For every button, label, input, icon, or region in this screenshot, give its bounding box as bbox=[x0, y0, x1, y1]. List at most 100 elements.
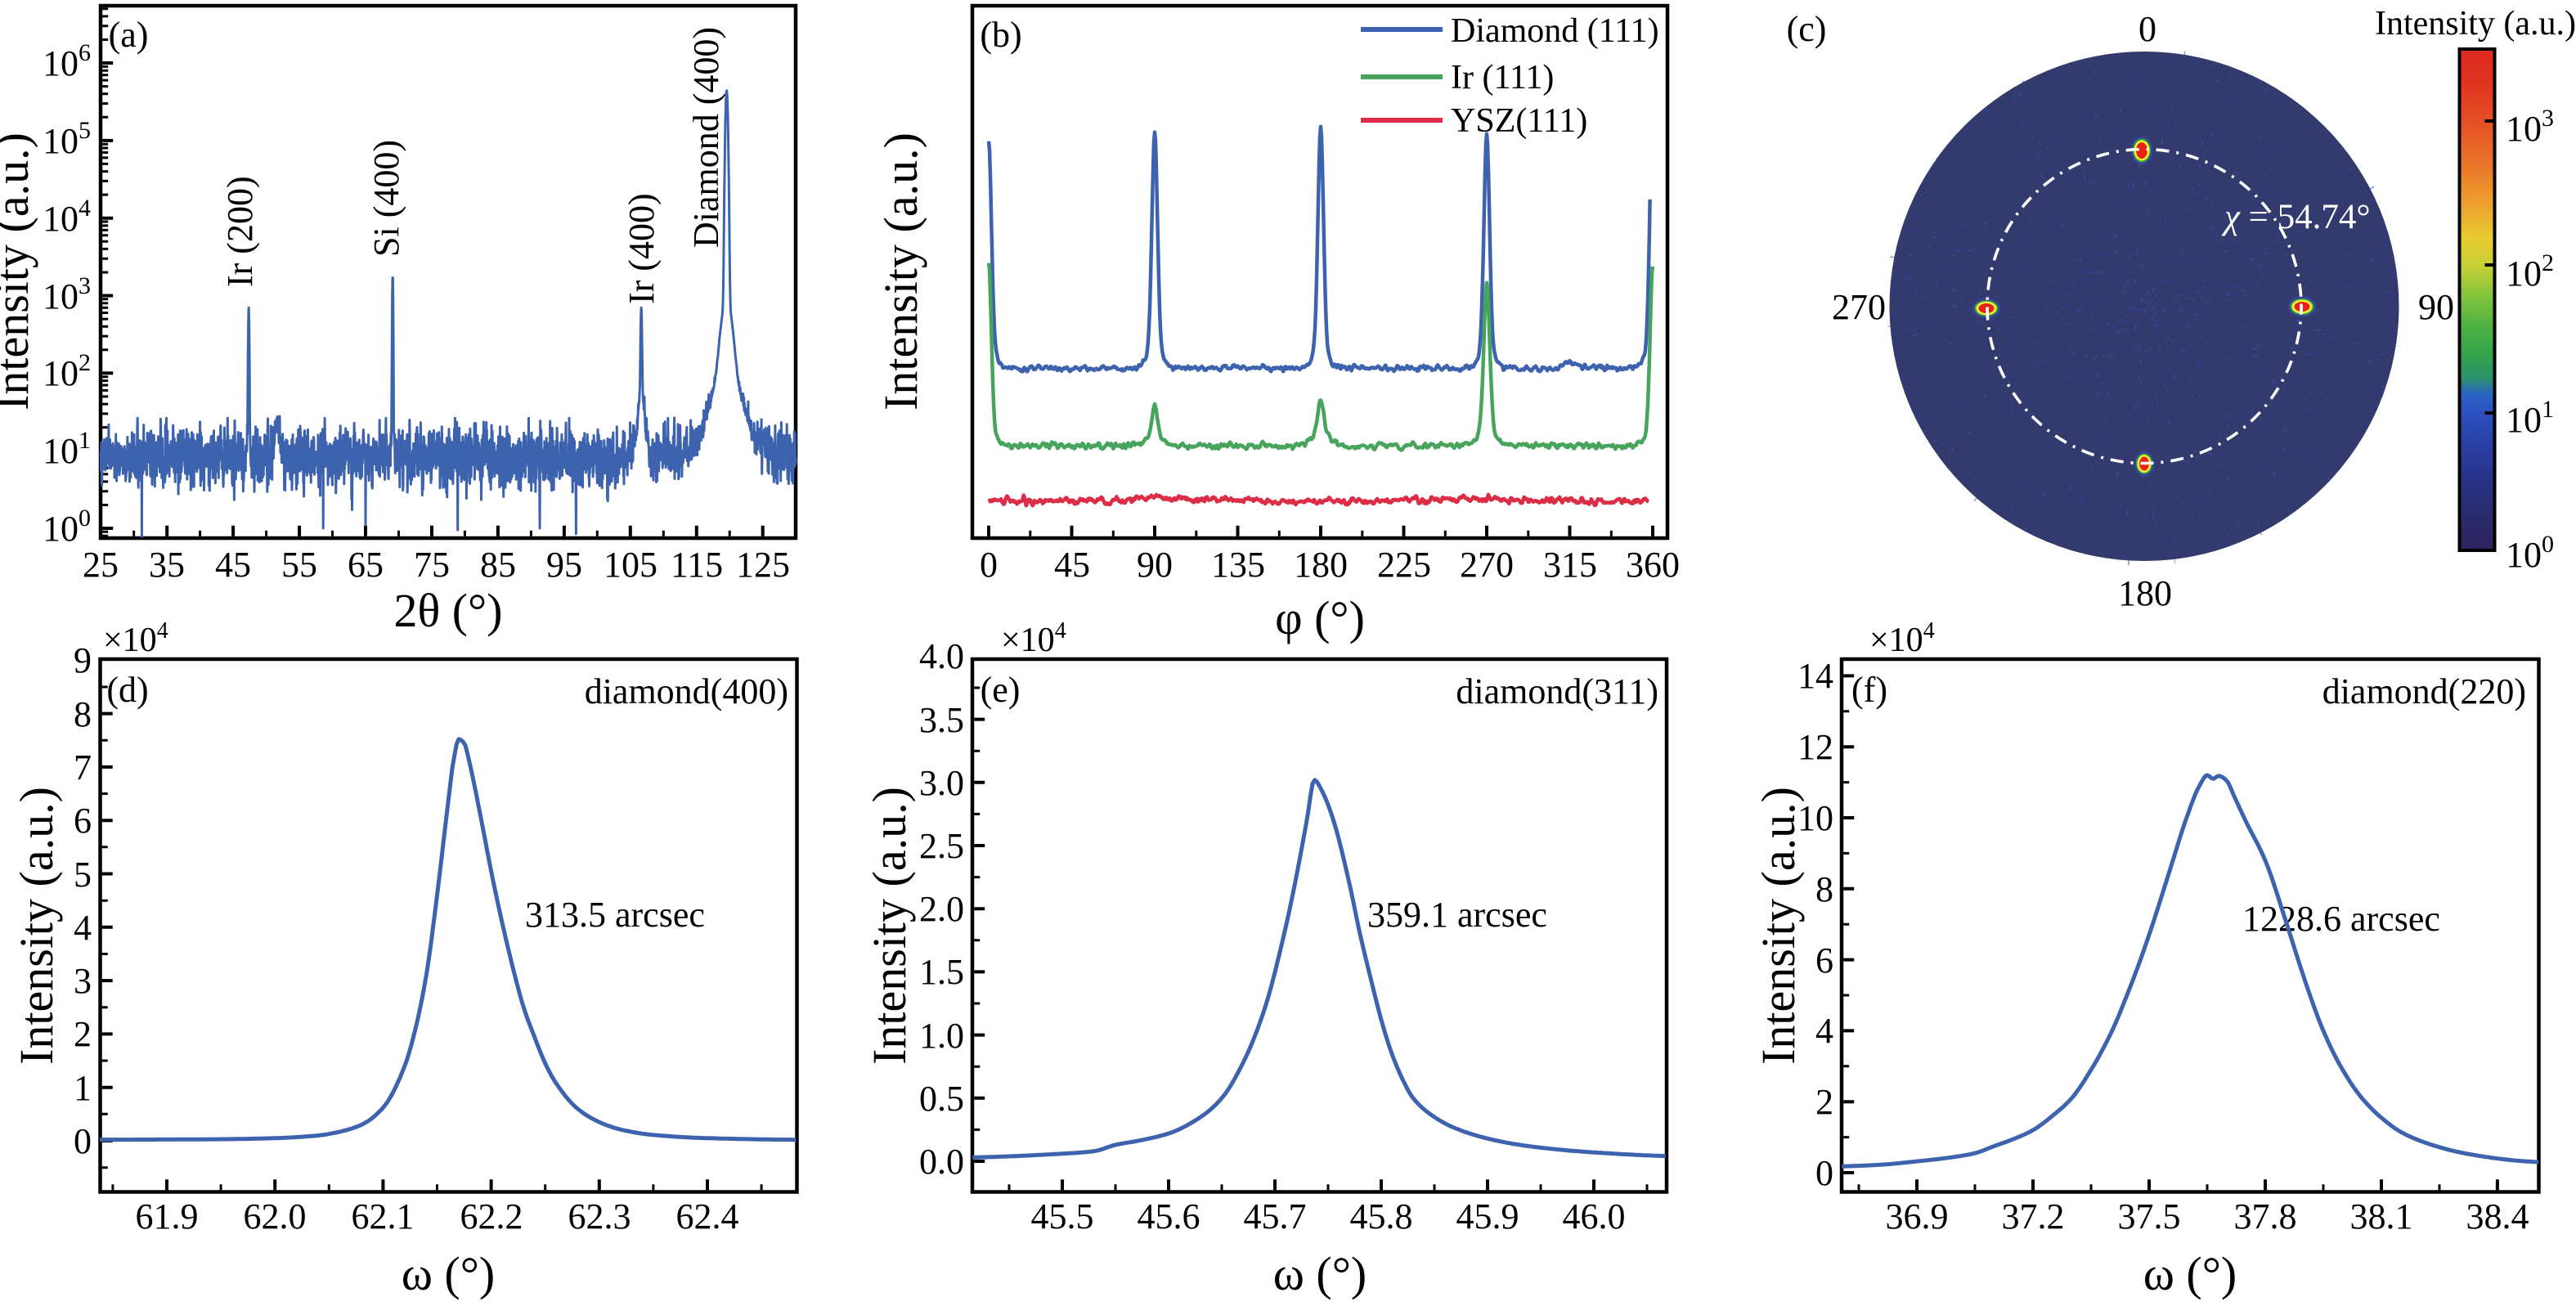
svg-text:62.1: 62.1 bbox=[352, 1196, 415, 1236]
svg-text:180: 180 bbox=[1294, 545, 1348, 585]
svg-text:270: 270 bbox=[1460, 545, 1514, 585]
svg-text:diamond(311): diamond(311) bbox=[1456, 671, 1658, 711]
svg-text:65: 65 bbox=[348, 545, 384, 585]
svg-text:225: 225 bbox=[1377, 545, 1431, 585]
svg-text:115: 115 bbox=[671, 545, 723, 585]
svg-text:180: 180 bbox=[2118, 573, 2172, 613]
svg-text:ω (°): ω (°) bbox=[1273, 1247, 1367, 1300]
svg-text:359.1 arcsec: 359.1 arcsec bbox=[1367, 895, 1547, 935]
svg-text:95: 95 bbox=[546, 545, 582, 585]
svg-text:0: 0 bbox=[2138, 9, 2156, 49]
svg-text:4.0: 4.0 bbox=[919, 636, 964, 676]
svg-text:1228.6 arcsec: 1228.6 arcsec bbox=[2242, 899, 2440, 939]
svg-text:1: 1 bbox=[74, 1068, 92, 1108]
svg-text:Diamond (111): Diamond (111) bbox=[1451, 12, 1659, 50]
svg-text:5: 5 bbox=[74, 855, 92, 895]
svg-text:diamond(220): diamond(220) bbox=[2322, 671, 2526, 711]
svg-text:61.9: 61.9 bbox=[136, 1196, 199, 1236]
svg-text:Intensity (a.u.): Intensity (a.u.) bbox=[2375, 5, 2576, 43]
svg-text:(b): (b) bbox=[980, 15, 1021, 55]
svg-text:4: 4 bbox=[1815, 1011, 1833, 1051]
svg-text:(a): (a) bbox=[109, 15, 149, 55]
svg-text:3: 3 bbox=[74, 961, 92, 1001]
svg-text:45: 45 bbox=[1054, 545, 1090, 585]
svg-text:36.9: 36.9 bbox=[1886, 1196, 1949, 1236]
svg-text:90: 90 bbox=[2418, 287, 2454, 327]
svg-text:100: 100 bbox=[43, 505, 91, 549]
svg-text:(c): (c) bbox=[1787, 9, 1827, 49]
svg-text:62.0: 62.0 bbox=[244, 1196, 307, 1236]
svg-text:ω (°): ω (°) bbox=[402, 1247, 496, 1300]
svg-text:75: 75 bbox=[414, 545, 450, 585]
svg-text:38.1: 38.1 bbox=[2350, 1196, 2413, 1236]
svg-text:1.5: 1.5 bbox=[919, 952, 964, 992]
svg-text:55: 55 bbox=[281, 545, 317, 585]
svg-text:0.0: 0.0 bbox=[919, 1142, 964, 1182]
svg-text:Ir (400): Ir (400) bbox=[622, 193, 662, 304]
svg-text:45.9: 45.9 bbox=[1456, 1196, 1519, 1236]
svg-text:38.4: 38.4 bbox=[2466, 1196, 2529, 1236]
svg-text:25: 25 bbox=[83, 545, 119, 585]
svg-text:135: 135 bbox=[1211, 545, 1265, 585]
svg-text:104: 104 bbox=[43, 195, 91, 239]
svg-text:Intensity (a.u.): Intensity (a.u.) bbox=[863, 787, 916, 1065]
svg-text:360: 360 bbox=[1626, 545, 1680, 585]
svg-text:4: 4 bbox=[74, 908, 92, 948]
svg-text:313.5 arcsec: 313.5 arcsec bbox=[525, 895, 705, 935]
svg-text:1.0: 1.0 bbox=[919, 1016, 964, 1056]
svg-text:ω (°): ω (°) bbox=[2143, 1247, 2237, 1300]
svg-text:Ir (111): Ir (111) bbox=[1451, 59, 1554, 96]
svg-text:×104: ×104 bbox=[103, 618, 168, 659]
svg-text:χ = 54.74°: χ = 54.74° bbox=[2221, 198, 2371, 236]
svg-text:270: 270 bbox=[1832, 287, 1886, 327]
svg-text:2θ (°): 2θ (°) bbox=[393, 584, 502, 637]
svg-text:8: 8 bbox=[74, 694, 92, 734]
svg-text:2.0: 2.0 bbox=[919, 889, 964, 929]
svg-text:0: 0 bbox=[980, 545, 998, 585]
svg-text:35: 35 bbox=[149, 545, 185, 585]
svg-text:46.0: 46.0 bbox=[1563, 1196, 1626, 1236]
svg-text:315: 315 bbox=[1543, 545, 1597, 585]
svg-text:6: 6 bbox=[1815, 940, 1833, 981]
svg-text:diamond(400): diamond(400) bbox=[585, 671, 788, 711]
svg-text:106: 106 bbox=[43, 39, 91, 83]
svg-text:Intensity (a.u.): Intensity (a.u.) bbox=[1752, 787, 1805, 1065]
svg-text:90: 90 bbox=[1137, 545, 1173, 585]
svg-text:12: 12 bbox=[1797, 727, 1833, 767]
svg-text:8: 8 bbox=[1815, 869, 1833, 909]
svg-text:Intensity (a.u.): Intensity (a.u.) bbox=[0, 132, 38, 411]
svg-text:Si (400): Si (400) bbox=[366, 140, 406, 257]
svg-text:2: 2 bbox=[74, 1014, 92, 1054]
svg-text:125: 125 bbox=[736, 545, 790, 585]
svg-text:3.5: 3.5 bbox=[919, 700, 964, 740]
svg-text:(e): (e) bbox=[981, 670, 1021, 710]
svg-text:45: 45 bbox=[215, 545, 251, 585]
svg-text:45.7: 45.7 bbox=[1244, 1196, 1307, 1236]
svg-text:0.5: 0.5 bbox=[919, 1079, 964, 1119]
svg-text:45.6: 45.6 bbox=[1138, 1196, 1200, 1236]
svg-text:7: 7 bbox=[74, 747, 92, 788]
svg-text:Ir (200): Ir (200) bbox=[220, 176, 260, 287]
svg-text:37.5: 37.5 bbox=[2118, 1196, 2181, 1236]
svg-text:45.5: 45.5 bbox=[1031, 1196, 1094, 1236]
svg-text:9: 9 bbox=[74, 640, 92, 680]
svg-text:62.4: 62.4 bbox=[676, 1196, 739, 1236]
svg-text:2: 2 bbox=[1815, 1082, 1833, 1122]
svg-text:62.2: 62.2 bbox=[460, 1196, 523, 1236]
svg-text:φ (°): φ (°) bbox=[1275, 591, 1365, 644]
svg-text:0: 0 bbox=[74, 1121, 92, 1161]
svg-text:10: 10 bbox=[1797, 798, 1833, 838]
svg-text:6: 6 bbox=[74, 801, 92, 841]
svg-text:14: 14 bbox=[1797, 656, 1833, 696]
svg-text:0: 0 bbox=[1815, 1153, 1833, 1193]
svg-text:2.5: 2.5 bbox=[919, 826, 964, 866]
svg-text:Diamond (400): Diamond (400) bbox=[686, 27, 726, 248]
svg-text:(d): (d) bbox=[106, 670, 148, 710]
svg-text:YSZ(111): YSZ(111) bbox=[1451, 102, 1587, 140]
svg-text:Intensity (a.u.): Intensity (a.u.) bbox=[10, 787, 63, 1065]
svg-text:45.8: 45.8 bbox=[1350, 1196, 1413, 1236]
svg-text:(f): (f) bbox=[1851, 670, 1887, 710]
svg-text:37.2: 37.2 bbox=[2002, 1196, 2065, 1236]
svg-text:62.3: 62.3 bbox=[568, 1196, 631, 1236]
svg-text:3.0: 3.0 bbox=[919, 763, 964, 803]
